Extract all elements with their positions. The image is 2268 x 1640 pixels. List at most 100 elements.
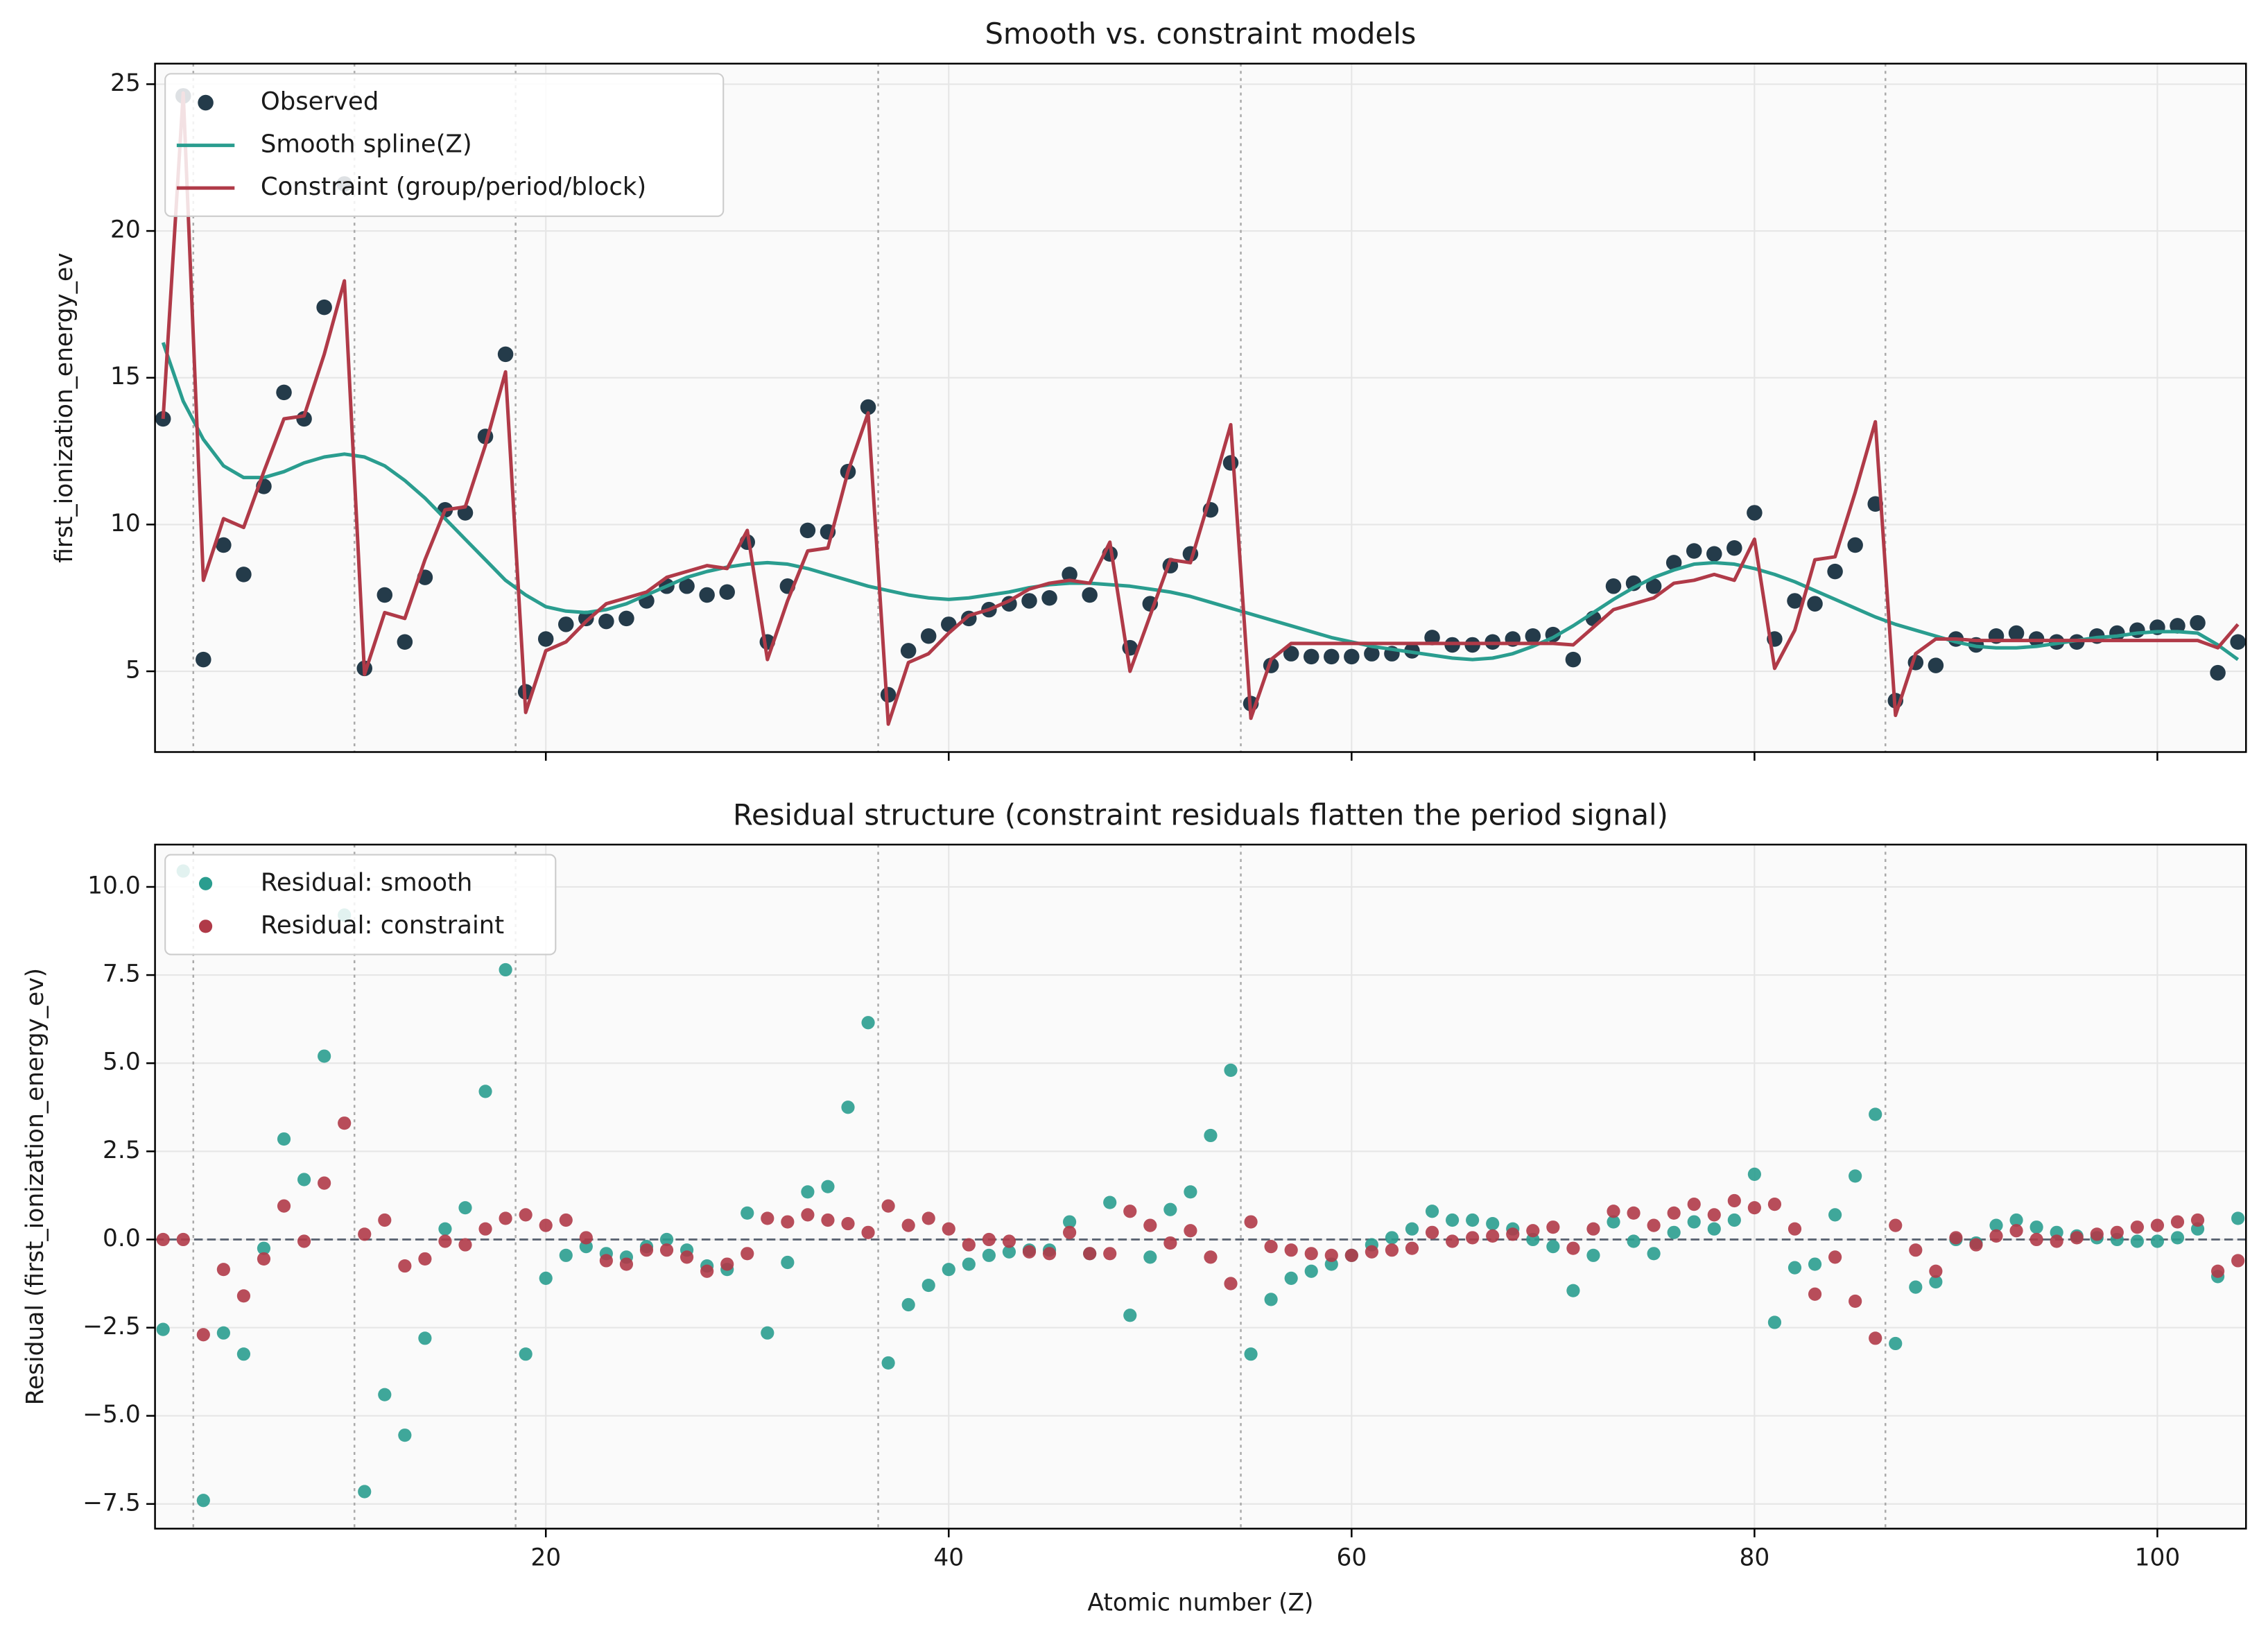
data-point (841, 1216, 855, 1231)
data-point (1909, 1280, 1923, 1294)
data-point (397, 634, 413, 650)
data-point (1526, 1224, 1540, 1238)
data-point (1687, 1198, 1701, 1211)
data-point (1446, 1213, 1460, 1227)
legend-label: Residual: constraint (261, 911, 504, 940)
data-point (438, 1234, 452, 1248)
data-point (1062, 1215, 1077, 1229)
axes-frame (154, 62, 2247, 753)
data-point (1486, 1229, 1500, 1243)
data-point (558, 616, 574, 632)
data-point (1747, 505, 1763, 521)
data-point (1889, 1218, 1903, 1232)
data-point (1747, 1167, 1761, 1181)
data-point (156, 1232, 170, 1247)
data-point (196, 1328, 210, 1342)
plot-background (155, 844, 2247, 1529)
data-point (1647, 1218, 1661, 1232)
data-point (1969, 1238, 1983, 1252)
data-point (236, 567, 252, 582)
y-axis-label: first_ionization_energy_ev (51, 252, 78, 562)
data-point (1083, 1247, 1097, 1261)
data-point (1807, 596, 1823, 612)
data-point (236, 1289, 251, 1303)
data-point (1605, 578, 1622, 594)
data-point (297, 1234, 311, 1248)
data-point (1627, 1206, 1641, 1220)
data-point (1506, 1227, 1520, 1241)
data-point (1847, 537, 1863, 553)
y-tick-label: −2.5 (83, 1313, 141, 1340)
data-point (2070, 1231, 2084, 1245)
data-point (2231, 1254, 2245, 1268)
legend: Residual: smooth Residual: constraint (164, 854, 557, 956)
data-point (1264, 1240, 1278, 1254)
data-point (2050, 1234, 2063, 1248)
axes-frame (154, 843, 2247, 1530)
data-point (1787, 1222, 1802, 1236)
data-point (1647, 1247, 1661, 1261)
data-point (1224, 1277, 1238, 1291)
data-point (1042, 1247, 1057, 1261)
data-point (799, 522, 816, 539)
data-point (1244, 1215, 1258, 1229)
data-point (316, 299, 332, 316)
data-point (2109, 625, 2125, 641)
legend-label: Residual: smooth (261, 868, 473, 897)
data-point (1364, 646, 1380, 662)
data-point (1889, 1336, 1903, 1351)
y-tick-label: −5.0 (83, 1401, 141, 1428)
data-point (1607, 1215, 1620, 1229)
x-tick-label: 40 (933, 1544, 964, 1572)
data-point (741, 1247, 754, 1261)
data-point (499, 963, 512, 977)
data-point (579, 1231, 593, 1245)
data-point (1667, 1206, 1681, 1220)
data-point (1405, 1241, 1419, 1255)
data-point (1546, 1220, 1560, 1234)
data-point (537, 631, 554, 647)
data-point (1446, 1234, 1460, 1248)
legend-label: Smooth spline(Z) (261, 130, 472, 159)
data-point (699, 587, 715, 603)
data-point (277, 1132, 291, 1146)
data-point (1143, 1250, 1157, 1264)
data-point (2150, 1218, 2165, 1232)
data-point (1949, 1231, 1963, 1245)
data-point (1849, 1294, 1862, 1309)
data-point (1869, 1107, 1882, 1121)
data-point (1466, 1231, 1480, 1245)
data-point (2009, 1224, 2023, 1238)
data-point (539, 1218, 553, 1232)
data-point (1385, 1243, 1399, 1257)
data-point (1284, 1243, 1298, 1257)
data-point (860, 399, 876, 415)
data-point (418, 1331, 432, 1345)
data-point (1909, 1243, 1923, 1257)
data-point (519, 1347, 533, 1361)
data-point (257, 1241, 271, 1255)
legend: Observed Smooth spline(Z) Constraint (grou… (164, 73, 725, 217)
data-point (1184, 1224, 1197, 1238)
data-point (962, 1257, 976, 1271)
data-point (257, 1252, 271, 1266)
data-point (318, 1176, 331, 1190)
data-point (619, 1257, 634, 1271)
data-point (1707, 1208, 1721, 1222)
data-point (921, 1211, 935, 1225)
data-point (1264, 1293, 1278, 1306)
legend-box (164, 73, 725, 217)
data-point (659, 1243, 674, 1257)
data-point (2029, 1220, 2043, 1234)
data-point (1425, 1205, 1439, 1218)
data-point (1385, 1231, 1399, 1245)
data-point (861, 1016, 875, 1030)
data-point (679, 1250, 694, 1264)
data-point (1989, 1218, 2003, 1232)
data-point (679, 578, 695, 594)
data-point (1828, 1208, 1842, 1222)
data-point (1546, 1240, 1560, 1254)
data-point (1726, 540, 1742, 556)
data-point (921, 1278, 935, 1293)
